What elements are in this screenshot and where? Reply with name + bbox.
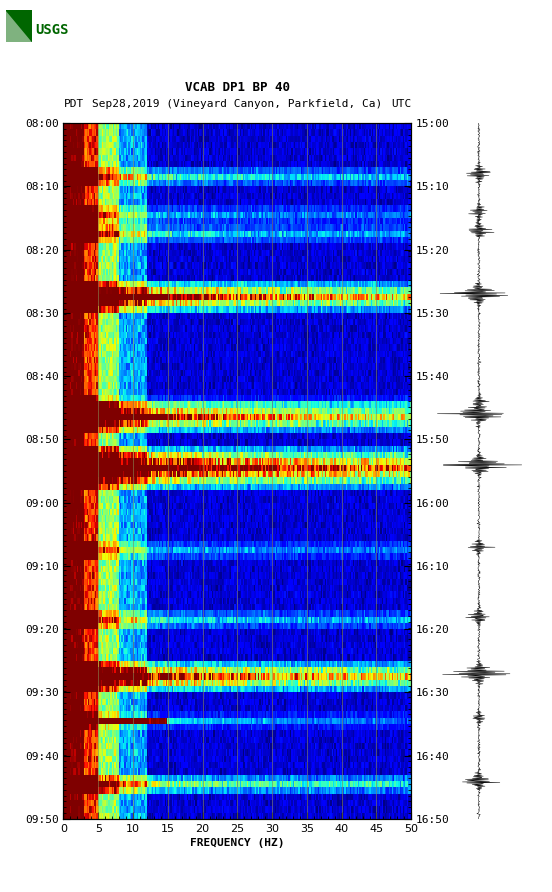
Bar: [6, 11, 32, 42]
Polygon shape: [6, 11, 32, 42]
Text: VCAB DP1 BP 40: VCAB DP1 BP 40: [185, 80, 290, 94]
Text: UTC: UTC: [391, 99, 411, 109]
X-axis label: FREQUENCY (HZ): FREQUENCY (HZ): [190, 838, 285, 848]
Text: PDT: PDT: [63, 99, 84, 109]
Text: Sep28,2019 (Vineyard Canyon, Parkfield, Ca): Sep28,2019 (Vineyard Canyon, Parkfield, …: [92, 99, 383, 109]
Text: USGS: USGS: [35, 23, 69, 37]
